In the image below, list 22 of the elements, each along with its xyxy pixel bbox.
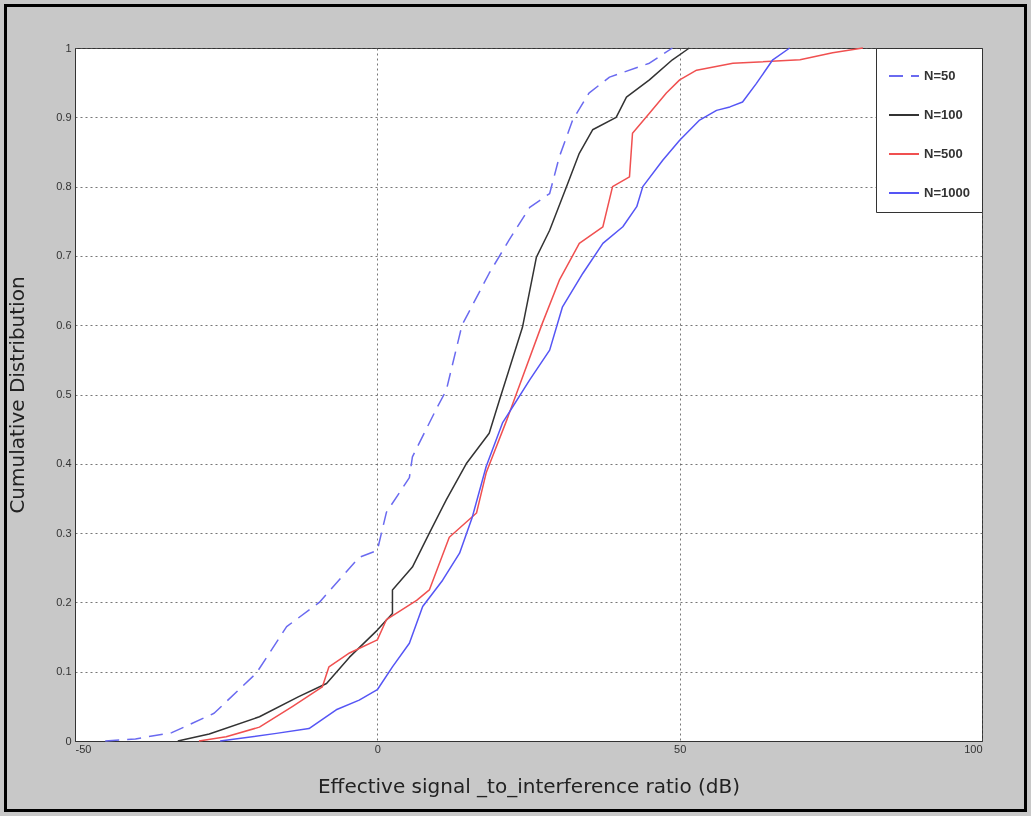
line-series bbox=[104, 47, 674, 742]
legend-label: N=100 bbox=[924, 107, 963, 122]
y-tick-label: 0.5 bbox=[56, 388, 72, 400]
y-tick-label: 0.3 bbox=[56, 526, 72, 539]
y-axis-title: Cumulative Distribution bbox=[4, 276, 29, 514]
legend-label: N=1000 bbox=[924, 185, 970, 200]
x-tick-label: -50 bbox=[75, 742, 92, 755]
y-tick-label: 0.1 bbox=[56, 665, 72, 678]
y-tick-label: 0.7 bbox=[56, 249, 72, 262]
x-tick-label: 0 bbox=[374, 742, 381, 755]
y-tick-label: 1 bbox=[65, 41, 72, 54]
legend-label: N=500 bbox=[924, 146, 963, 161]
y-tick-label: 0.9 bbox=[56, 110, 72, 123]
y-tick-label: 0.4 bbox=[56, 457, 72, 470]
x-tick-label: 100 bbox=[964, 742, 983, 755]
y-tick-label: 0.8 bbox=[56, 180, 72, 193]
y-tick-label: 0.6 bbox=[56, 318, 72, 331]
legend-label: N=50 bbox=[924, 68, 956, 83]
y-tick-label: 0.2 bbox=[56, 595, 72, 608]
x-tick-label: 50 bbox=[674, 742, 687, 755]
x-axis-title: Effective signal _to_interference ratio (dB) bbox=[317, 773, 741, 798]
y-tick-label: 0 bbox=[65, 734, 72, 747]
